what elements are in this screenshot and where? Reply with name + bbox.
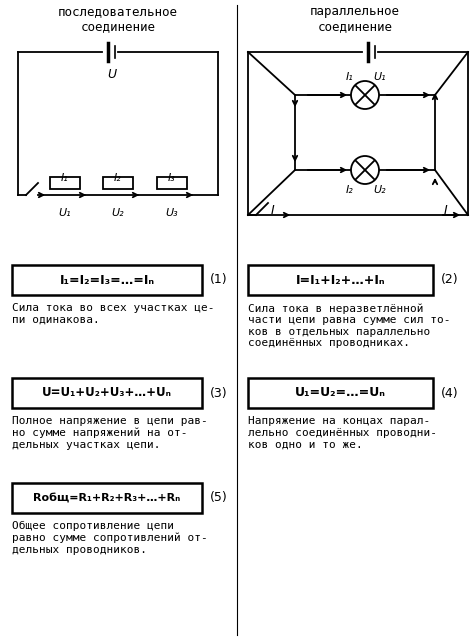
- Text: I: I: [271, 204, 275, 216]
- Text: I₁: I₁: [346, 72, 354, 82]
- Text: (3): (3): [210, 387, 228, 399]
- Text: U₃: U₃: [166, 208, 178, 218]
- Text: Сила тока в неразветлённой
части цепи равна сумме сил то-
ков в отдельных паралл: Сила тока в неразветлённой части цепи ра…: [248, 303, 450, 348]
- Bar: [50, 177, 80, 189]
- Text: (5): (5): [210, 492, 228, 504]
- Text: U₂: U₂: [112, 208, 124, 218]
- Text: U₁: U₁: [59, 208, 71, 218]
- Bar: [12, 265, 202, 295]
- Text: параллельное
соединение: параллельное соединение: [310, 5, 400, 33]
- Text: U: U: [108, 67, 117, 81]
- Text: Напряжение на концах парал-
лельно соединённых проводни-
ков одно и то же.: Напряжение на концах парал- лельно соеди…: [248, 416, 437, 449]
- Text: I₂: I₂: [114, 173, 122, 183]
- Text: I₃: I₃: [168, 173, 176, 183]
- Text: I=I₁+I₂+…+Iₙ: I=I₁+I₂+…+Iₙ: [296, 273, 385, 287]
- Text: (2): (2): [441, 273, 459, 287]
- Circle shape: [351, 156, 379, 184]
- Text: I: I: [444, 204, 448, 216]
- Text: Общее сопротивление цепи
равно сумме сопротивлений от-
дельных проводников.: Общее сопротивление цепи равно сумме соп…: [12, 521, 208, 555]
- Text: Полное напряжение в цепи рав-
но сумме напряжений на от-
дельных участках цепи.: Полное напряжение в цепи рав- но сумме н…: [12, 416, 208, 450]
- Bar: [248, 378, 433, 408]
- Text: I₁=I₂=I₃=…=Iₙ: I₁=I₂=I₃=…=Iₙ: [60, 273, 155, 287]
- Text: U=U₁+U₂+U₃+…+Uₙ: U=U₁+U₂+U₃+…+Uₙ: [42, 387, 172, 399]
- Bar: [248, 265, 433, 295]
- Text: U₁=U₂=…=Uₙ: U₁=U₂=…=Uₙ: [295, 387, 386, 399]
- Text: U₂: U₂: [374, 185, 386, 195]
- Text: I₂: I₂: [346, 185, 354, 195]
- Text: Rобщ=R₁+R₂+R₃+…+Rₙ: Rобщ=R₁+R₂+R₃+…+Rₙ: [33, 493, 181, 503]
- Text: Сила тока во всех участках це-
пи одинакова.: Сила тока во всех участках це- пи одинак…: [12, 303, 215, 324]
- Circle shape: [351, 81, 379, 109]
- Text: (1): (1): [210, 273, 228, 287]
- Bar: [12, 378, 202, 408]
- Bar: [103, 177, 133, 189]
- Text: (4): (4): [441, 387, 459, 399]
- Text: I₁: I₁: [61, 173, 69, 183]
- Bar: [12, 483, 202, 513]
- Text: U₁: U₁: [374, 72, 386, 82]
- Bar: [157, 177, 187, 189]
- Text: последовательное
соединение: последовательное соединение: [58, 5, 178, 33]
